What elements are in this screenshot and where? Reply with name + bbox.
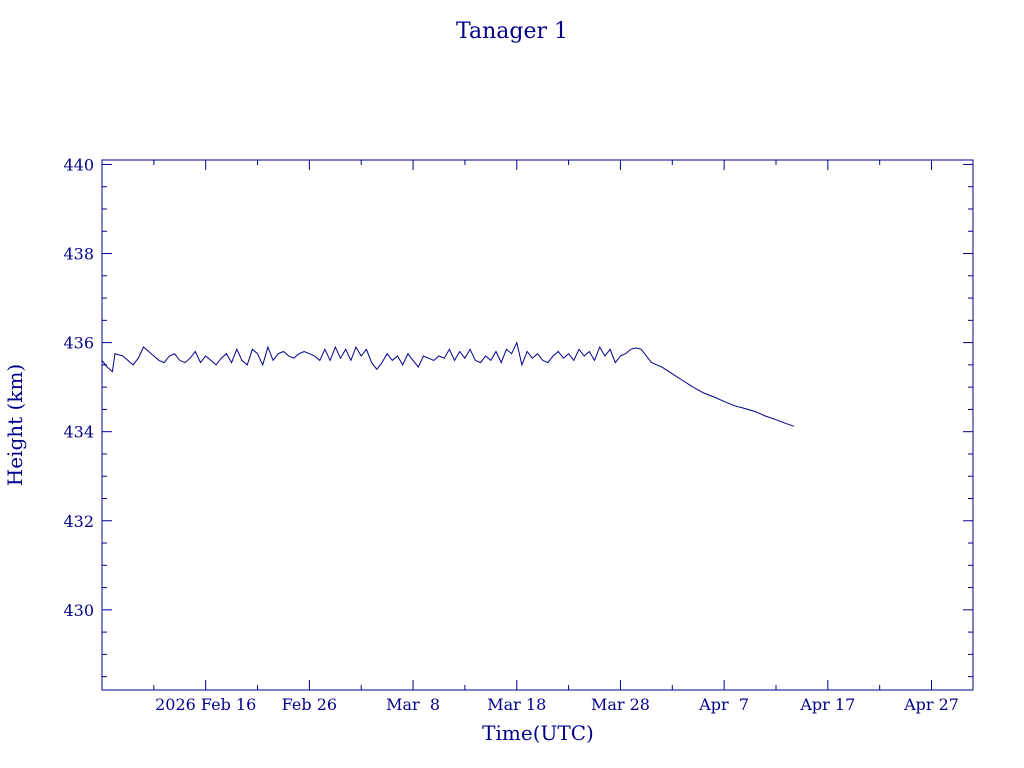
- y-tick-label: 432: [63, 512, 94, 531]
- y-tick-label: 436: [63, 334, 94, 353]
- x-tick-label: Apr 7: [698, 695, 749, 714]
- x-axis: 2026 Feb 16 Feb 26 Mar 8 Mar 18 Mar 28 Apr 7 A…: [153, 160, 959, 714]
- x-tick-label: Apr 27: [903, 695, 959, 714]
- x-tick-label: 2026 Feb 16: [155, 695, 256, 714]
- y-axis: 430 432 434 436 438 440: [63, 155, 973, 678]
- y-tick-label: 438: [63, 245, 94, 264]
- x-tick-label: Mar 28: [591, 695, 650, 714]
- x-tick-label: Feb 26: [282, 695, 337, 714]
- y-axis-label: Height (km): [3, 364, 27, 486]
- plot-frame: [101, 159, 974, 691]
- y-tick-label: 440: [63, 155, 94, 174]
- chart-title: Tanager 1: [456, 19, 568, 44]
- x-tick-label: Apr 17: [799, 695, 855, 714]
- y-tick-label: 430: [63, 601, 94, 620]
- x-tick-label: Mar 8: [386, 695, 440, 714]
- y-tick-label: 434: [63, 423, 94, 442]
- series-line: [101, 341, 795, 427]
- x-axis-label: Time(UTC): [482, 721, 594, 745]
- x-tick-label: Mar 18: [487, 695, 546, 714]
